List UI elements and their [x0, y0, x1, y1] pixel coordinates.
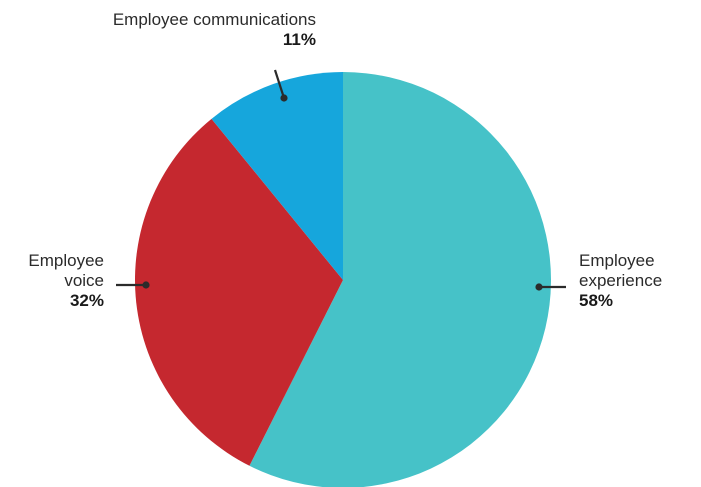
- slice-value-label: 11%: [282, 30, 316, 49]
- leader-dot: [142, 281, 150, 289]
- slice-label-text: Employee: [28, 251, 104, 270]
- leader-employee-voice: [116, 281, 150, 289]
- slice-label-employee-voice: Employee voice 32%: [0, 251, 104, 311]
- slice-label-employee-experience: Employee experience 58%: [579, 251, 699, 311]
- slice-value-label: 32%: [69, 291, 104, 310]
- slice-employee-voice: [135, 118, 343, 466]
- leader-employee-experience: [535, 283, 566, 291]
- slice-label-text: voice: [64, 271, 104, 290]
- slice-label-employee-communications: Employee communications 11%: [0, 10, 316, 50]
- leader-dot: [280, 94, 288, 102]
- leader-employee-communications: [273, 69, 288, 102]
- leader-line: [273, 69, 286, 99]
- slice-value-label: 58%: [579, 291, 614, 310]
- slice-label-text: Employee: [579, 251, 655, 270]
- leader-dot: [535, 283, 543, 291]
- slice-employee-communications: [211, 72, 343, 280]
- slice-label-text: Employee communications: [112, 10, 316, 29]
- slice-label-text: experience: [579, 271, 663, 290]
- slice-employee-experience: [249, 72, 551, 487]
